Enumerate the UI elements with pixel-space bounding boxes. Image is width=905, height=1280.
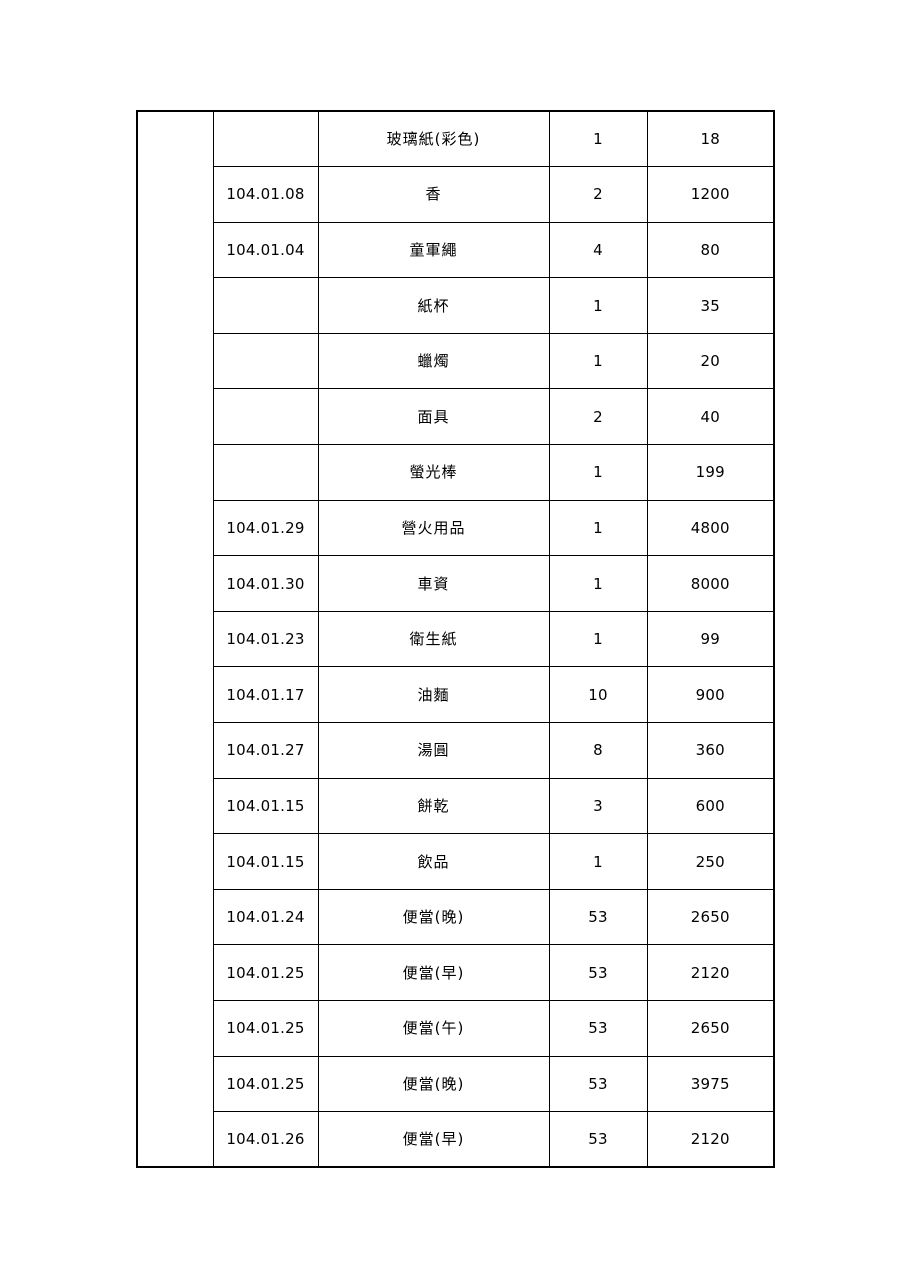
- cell-date: 104.01.30: [212, 555, 319, 612]
- table-row: 104.01.29 營火用品 1 4800: [137, 499, 775, 557]
- group-merged-cell: [136, 110, 214, 1168]
- cell-qty: 10: [548, 666, 648, 724]
- table-row: 104.01.25 便當(晚) 53 3975: [137, 1055, 775, 1113]
- cell-item: 便當(午): [317, 1000, 550, 1057]
- cell-qty: 1: [548, 277, 648, 334]
- table-row: 104.01.04 童軍繩 4 80: [137, 221, 775, 279]
- table-row: 104.01.25 便當(早) 53 2120: [137, 944, 775, 1001]
- cell-amount: 900: [646, 666, 775, 724]
- cell-amount: 4800: [646, 499, 775, 557]
- cell-date: 104.01.15: [212, 833, 319, 890]
- table-row: 104.01.08 香 2 1200: [137, 166, 775, 223]
- cell-item: 營火用品: [317, 499, 550, 557]
- cell-item: 便當(晚): [317, 1055, 550, 1113]
- table-row: 面具 2 40: [137, 388, 775, 446]
- cell-amount: 250: [646, 833, 775, 890]
- cell-qty: 1: [548, 833, 648, 890]
- table-row: 蠟燭 1 20: [137, 332, 775, 390]
- table-row: 螢光棒 1 199: [137, 444, 775, 501]
- cell-qty: 53: [548, 1000, 648, 1057]
- cell-date: 104.01.26: [212, 1111, 319, 1168]
- cell-amount: 1200: [646, 166, 775, 223]
- cell-amount: 35: [646, 277, 775, 334]
- table-row: 104.01.27 湯圓 8 360: [137, 722, 775, 779]
- table-row: 104.01.26 便當(早) 53 2120: [137, 1111, 775, 1168]
- table-row: 104.01.23 衛生紙 1 99: [137, 610, 775, 668]
- cell-item: 螢光棒: [317, 444, 550, 501]
- cell-qty: 8: [548, 722, 648, 779]
- cell-qty: 2: [548, 388, 648, 446]
- table-row: 104.01.15 餅乾 3 600: [137, 777, 775, 835]
- cell-date: 104.01.25: [212, 1000, 319, 1057]
- cell-item: 餅乾: [317, 777, 550, 835]
- cell-qty: 1: [548, 444, 648, 501]
- cell-item: 玻璃紙(彩色): [317, 110, 550, 168]
- cell-date: 104.01.29: [212, 499, 319, 557]
- cell-item: 蠟燭: [317, 332, 550, 390]
- cell-date: [212, 277, 319, 334]
- cell-date: [212, 444, 319, 501]
- cell-amount: 2650: [646, 888, 775, 946]
- table-row: 104.01.30 車資 1 8000: [137, 555, 775, 612]
- cell-item: 湯圓: [317, 722, 550, 779]
- cell-qty: 1: [548, 110, 648, 168]
- cell-item: 飲品: [317, 833, 550, 890]
- cell-qty: 1: [548, 555, 648, 612]
- cell-date: [212, 110, 319, 168]
- cell-item: 便當(早): [317, 1111, 550, 1168]
- cell-qty: 1: [548, 610, 648, 668]
- cell-item: 車資: [317, 555, 550, 612]
- cell-item: 面具: [317, 388, 550, 446]
- cell-amount: 600: [646, 777, 775, 835]
- cell-date: 104.01.25: [212, 944, 319, 1001]
- expense-table-body: 玻璃紙(彩色) 1 18 104.01.08 香 2 1200 104.01.04 童軍繩 4 80…: [136, 110, 775, 1168]
- cell-qty: 53: [548, 944, 648, 1001]
- table-row: 104.01.25 便當(午) 53 2650: [137, 1000, 775, 1057]
- table-row: 104.01.24 便當(晚) 53 2650: [137, 888, 775, 946]
- cell-qty: 3: [548, 777, 648, 835]
- cell-amount: 199: [646, 444, 775, 501]
- cell-date: 104.01.24: [212, 888, 319, 946]
- cell-qty: 53: [548, 1111, 648, 1168]
- cell-date: [212, 332, 319, 390]
- cell-amount: 8000: [646, 555, 775, 612]
- cell-date: 104.01.23: [212, 610, 319, 668]
- expense-table: 玻璃紙(彩色) 1 18 104.01.08 香 2 1200 104.01.04 童軍繩 4 80…: [136, 110, 775, 1169]
- cell-amount: 3975: [646, 1055, 775, 1113]
- cell-amount: 99: [646, 610, 775, 668]
- cell-qty: 1: [548, 332, 648, 390]
- cell-date: 104.01.15: [212, 777, 319, 835]
- cell-qty: 2: [548, 166, 648, 223]
- cell-amount: 18: [646, 110, 775, 168]
- cell-date: 104.01.04: [212, 221, 319, 279]
- table-row: 玻璃紙(彩色) 1 18: [136, 110, 775, 1168]
- cell-item: 童軍繩: [317, 221, 550, 279]
- cell-date: 104.01.17: [212, 666, 319, 724]
- cell-item: 油麵: [317, 666, 550, 724]
- cell-item: 香: [317, 166, 550, 223]
- cell-amount: 2120: [646, 1111, 775, 1168]
- table-row: 紙杯 1 35: [137, 277, 775, 334]
- cell-amount: 360: [646, 722, 775, 779]
- cell-date: 104.01.25: [212, 1055, 319, 1113]
- cell-qty: 1: [548, 499, 648, 557]
- cell-amount: 80: [646, 221, 775, 279]
- cell-qty: 4: [548, 221, 648, 279]
- table-row: 104.01.15 飲品 1 250: [137, 833, 775, 890]
- cell-item: 紙杯: [317, 277, 550, 334]
- cell-qty: 53: [548, 888, 648, 946]
- cell-amount: 2120: [646, 944, 775, 1001]
- cell-date: [212, 388, 319, 446]
- table-row: 104.01.17 油麵 10 900: [137, 666, 775, 724]
- cell-amount: 20: [646, 332, 775, 390]
- cell-date: 104.01.27: [212, 722, 319, 779]
- cell-date: 104.01.08: [212, 166, 319, 223]
- cell-amount: 40: [646, 388, 775, 446]
- cell-amount: 2650: [646, 1000, 775, 1057]
- cell-item: 便當(晚): [317, 888, 550, 946]
- cell-item: 便當(早): [317, 944, 550, 1001]
- cell-qty: 53: [548, 1055, 648, 1113]
- cell-item: 衛生紙: [317, 610, 550, 668]
